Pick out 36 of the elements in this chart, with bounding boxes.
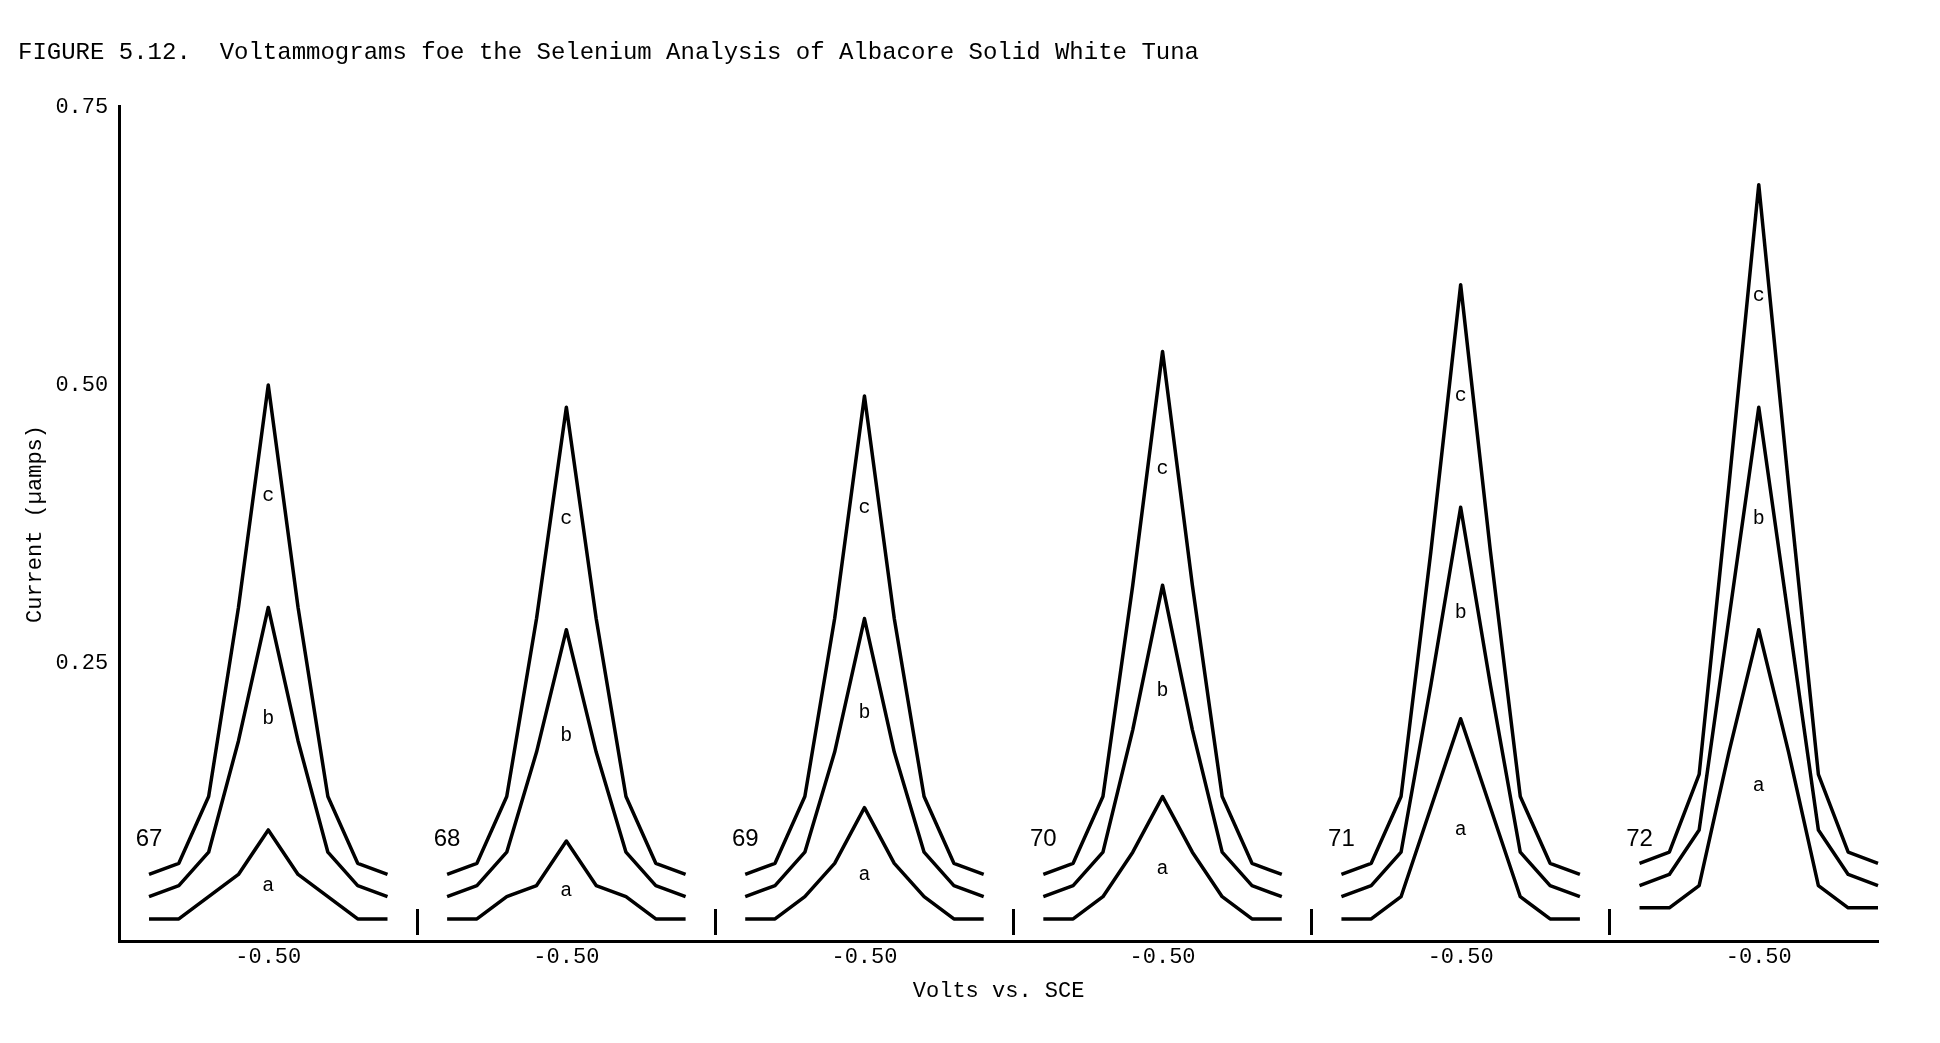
text: a bbox=[262, 873, 275, 897]
text: b bbox=[858, 701, 871, 725]
text: c bbox=[560, 506, 573, 530]
annotation: 72 bbox=[1626, 823, 1653, 851]
y-tick-label: 0.25 bbox=[55, 650, 109, 676]
text: c bbox=[1156, 456, 1169, 480]
text: c bbox=[1454, 384, 1467, 408]
x-tick-label: -0.50 bbox=[235, 945, 302, 971]
y-tick-label: 0.50 bbox=[55, 372, 109, 398]
series-label: b bbox=[1752, 506, 1765, 530]
x-tick-label: -0.50 bbox=[1725, 945, 1792, 971]
x-tick-label: -0.50 bbox=[831, 945, 898, 971]
y-axis-title: Current (µamps) bbox=[23, 424, 49, 624]
text: b bbox=[262, 706, 275, 730]
text: a bbox=[1454, 818, 1467, 842]
annotation: 67 bbox=[135, 823, 163, 851]
annotation: 71 bbox=[1328, 823, 1355, 851]
annotation: 69 bbox=[731, 823, 759, 851]
x-tick-label: -0.50 bbox=[1427, 945, 1494, 971]
text: a bbox=[858, 862, 871, 886]
series-label: a bbox=[560, 879, 573, 903]
text: b bbox=[1454, 601, 1467, 625]
series-label: c bbox=[1752, 284, 1765, 308]
text: b bbox=[1156, 679, 1169, 703]
annotation: 70 bbox=[1029, 823, 1057, 851]
chart-title: FIGURE 5.12. Voltammograms foe the Selenium Analysis of Albacore Solid White Tuna bbox=[18, 38, 1199, 66]
y-tick-label: 0.75 bbox=[55, 94, 109, 120]
text: c bbox=[262, 484, 275, 508]
text: b bbox=[560, 723, 573, 747]
text: a bbox=[1156, 857, 1169, 881]
x-tick-label: -0.50 bbox=[533, 945, 600, 971]
x-tick-label: -0.50 bbox=[1129, 945, 1196, 971]
annotation: 68 bbox=[433, 823, 461, 851]
text: c bbox=[858, 495, 871, 519]
text: a bbox=[1752, 773, 1765, 797]
x-axis-title: Volts vs. SCE bbox=[912, 978, 1085, 1004]
